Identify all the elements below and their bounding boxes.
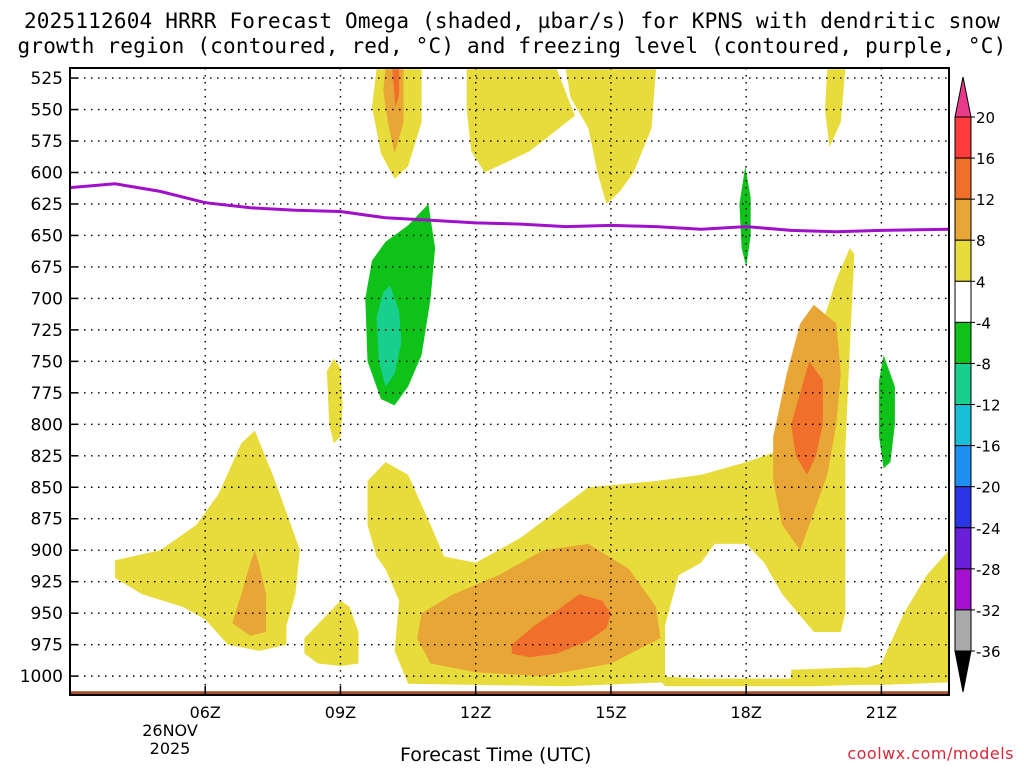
omega-area-7 [115, 430, 300, 651]
ground-layer [70, 691, 949, 695]
xtick-label-09Z: 09Z [325, 703, 356, 722]
colorbar-swatch-10 [954, 486, 972, 529]
colorbar-swatch-11 [954, 527, 972, 570]
colorbar-label-1: 16 [976, 150, 995, 168]
omega-area-9 [304, 600, 359, 666]
colorbar-bottom-arrow [954, 650, 972, 693]
colorbar: 20 16 12 8 4 -4 -8 -12 -16 -20 -24 -28 -32 -36 [954, 76, 1001, 693]
colorbar-swatch-7 [954, 362, 972, 406]
omega-area-5 [825, 69, 846, 148]
credit-link[interactable]: coolwx.com/models [847, 744, 1014, 763]
colorbar-label-7: -12 [976, 397, 1001, 415]
omega-area-3 [466, 69, 575, 173]
colorbar-swatch-9 [954, 445, 972, 488]
ytick-label-625: 625 [31, 195, 63, 215]
colorbar-swatch-3 [954, 198, 972, 241]
omega-area-20 [879, 355, 895, 469]
xtick-label-12Z: 12Z [460, 703, 491, 722]
y-axis: 525 550 575 600 625 650 675 700 725 750 775 800 825 8… [20, 69, 78, 687]
xtick-label-21Z: 21Z [866, 703, 897, 722]
ytick-label-1000: 1000 [20, 667, 63, 687]
xtick-label-18Z: 18Z [730, 703, 761, 722]
colorbar-swatch-1 [954, 116, 972, 159]
ytick-label-850: 850 [31, 478, 63, 498]
colorbar-swatch-4 [954, 239, 972, 282]
omega-area-19 [739, 166, 751, 267]
x-axis: 06Z 09Z 12Z 15Z 18Z 21Z [190, 686, 897, 722]
ytick-label-600: 600 [31, 164, 63, 184]
ytick-label-700: 700 [31, 289, 63, 309]
colorbar-swatch-6 [954, 321, 972, 364]
omega-area-8 [232, 550, 267, 636]
colorbar-swatch-8 [954, 404, 972, 447]
colorbar-label-0: 20 [976, 109, 995, 127]
ytick-label-675: 675 [31, 258, 63, 278]
colorbar-swatch-2 [954, 157, 972, 200]
omega-area-14 [791, 361, 823, 475]
x-axis-title: Forecast Time (UTC) [400, 744, 592, 766]
ytick-label-800: 800 [31, 415, 63, 435]
colorbar-label-2: 12 [976, 191, 995, 209]
freezing-level-contour [70, 182, 949, 234]
plot-frame [69, 67, 950, 696]
omega-area-18 [376, 285, 402, 387]
omega-shading [115, 69, 949, 687]
ytick-label-925: 925 [31, 573, 63, 593]
ytick-label-900: 900 [31, 541, 63, 561]
ytick-label-550: 550 [31, 101, 63, 121]
colorbar-label-8: -16 [976, 438, 1001, 456]
colorbar-label-4: 4 [976, 273, 986, 291]
date-label-year: 2025 [150, 739, 191, 758]
ytick-label-725: 725 [31, 321, 63, 341]
ytick-label-775: 775 [31, 384, 63, 404]
colorbar-swatch-12 [954, 568, 972, 611]
omega-area-6 [326, 358, 343, 444]
ytick-label-825: 825 [31, 447, 63, 467]
colorbar-label-3: 8 [976, 232, 986, 250]
colorbar-swatch-5 [954, 280, 972, 323]
ytick-label-950: 950 [31, 604, 63, 624]
ground-fill [70, 691, 949, 695]
omega-area-15 [656, 550, 949, 687]
omega-area-2 [392, 69, 400, 107]
chart-title-line-2: growth region (contoured, red, °C) and f… [17, 34, 1007, 58]
omega-area-17 [365, 204, 436, 406]
omega-area-10 [367, 248, 855, 687]
colorbar-label-13: -36 [976, 643, 1001, 661]
colorbar-label-5: -4 [976, 314, 991, 332]
colorbar-label-6: -8 [976, 355, 991, 373]
colorbar-label-9: -20 [976, 479, 1001, 497]
colorbar-swatch-13 [954, 609, 972, 652]
xtick-label-06Z: 06Z [190, 703, 221, 722]
ytick-label-525: 525 [31, 69, 63, 89]
omega-area-16 [791, 667, 882, 682]
ytick-label-750: 750 [31, 352, 63, 372]
ytick-label-975: 975 [31, 636, 63, 656]
omega-area-11 [417, 543, 661, 677]
chart-title-line-1: 2025112604 HRRR Forecast Omega (shaded, … [23, 9, 1001, 33]
xtick-label-15Z: 15Z [595, 703, 626, 722]
omega-area-4 [565, 69, 656, 204]
colorbar-label-11: -28 [976, 561, 1001, 579]
colorbar-label-12: -32 [976, 602, 1001, 620]
colorbar-top-arrow [954, 76, 972, 118]
omega-area-12 [511, 594, 611, 658]
colorbar-label-10: -24 [976, 520, 1001, 538]
ytick-label-575: 575 [31, 132, 63, 152]
date-label-day: 26NOV [142, 721, 198, 740]
ytick-label-650: 650 [31, 226, 63, 246]
ytick-label-875: 875 [31, 510, 63, 530]
